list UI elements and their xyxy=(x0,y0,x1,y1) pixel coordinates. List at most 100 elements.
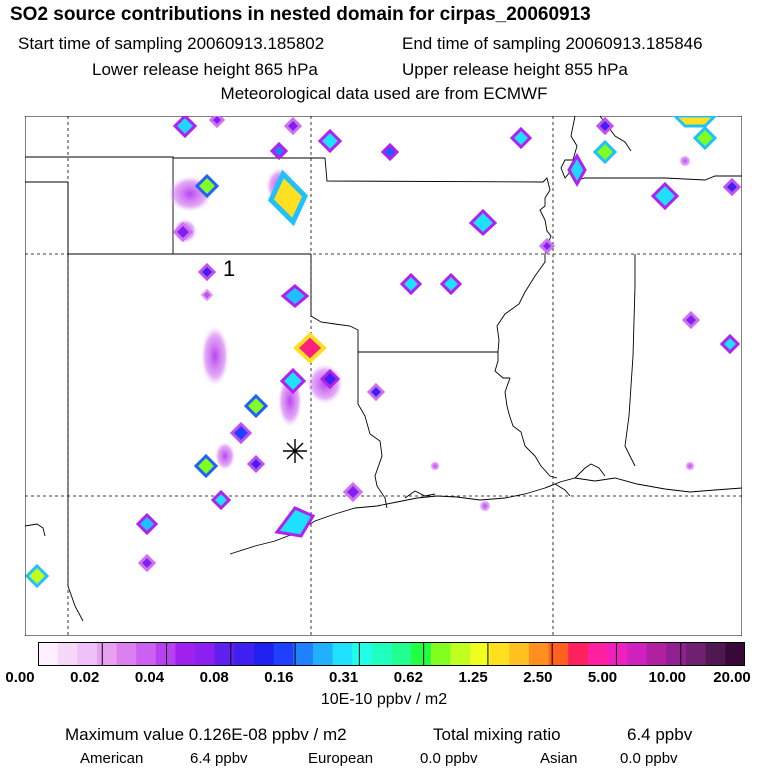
colorbar-swatch xyxy=(470,642,491,666)
release-site-marker xyxy=(283,439,307,463)
lower-release-label: Lower release height 865 hPa xyxy=(92,60,318,79)
total-mixing-value: 6.4 ppbv xyxy=(627,725,693,744)
colorbar-swatch xyxy=(411,642,432,666)
colorbar xyxy=(38,642,745,666)
colorbar-tick-label: 0.31 xyxy=(329,669,359,686)
colorbar-swatch xyxy=(155,642,176,666)
source-cell xyxy=(719,333,741,355)
source-cell xyxy=(592,139,618,165)
colorbar-swatch xyxy=(430,642,451,666)
source-cell xyxy=(439,272,463,296)
source-cell xyxy=(172,221,194,243)
source-cell xyxy=(137,553,157,573)
source-cell xyxy=(208,116,226,129)
colorbar-border xyxy=(38,642,745,666)
source-cell xyxy=(650,181,680,211)
plot-title: SO2 source contributions in nested domai… xyxy=(10,4,591,25)
asian-value: 0.0 ppbv xyxy=(620,750,678,767)
source-cell xyxy=(366,382,386,402)
colorbar-swatch xyxy=(509,642,530,666)
colorbar-swatch xyxy=(38,642,59,666)
source-cell xyxy=(246,454,266,474)
source-cell xyxy=(342,481,364,503)
source-cell xyxy=(672,116,718,128)
source-cell xyxy=(279,367,307,395)
source-cell xyxy=(243,393,269,419)
source-cell xyxy=(722,177,742,197)
source-cell xyxy=(319,368,341,390)
source-cell xyxy=(194,173,220,199)
colorbar-swatch xyxy=(96,642,118,666)
source-cell xyxy=(681,310,701,330)
american-label: American xyxy=(80,750,144,767)
colorbar-swatch xyxy=(273,642,294,666)
source-cell xyxy=(280,284,310,308)
colorbar-swatch xyxy=(627,642,648,666)
source-cell xyxy=(274,506,316,538)
colorbar-swatch xyxy=(293,642,314,666)
source-cell xyxy=(210,489,232,511)
upper-release-label: Upper release height 855 hPa xyxy=(402,60,628,79)
marker-label: 1 xyxy=(223,256,235,281)
colorbar-swatch xyxy=(332,642,353,666)
colorbar-tick-label: 0.08 xyxy=(199,669,229,686)
source-cell xyxy=(595,116,615,136)
end-time-label: End time of sampling 20060913.185846 xyxy=(402,34,703,53)
colorbar-swatch xyxy=(254,642,275,666)
colorbar-tick-label: 0.16 xyxy=(264,669,294,686)
colorbar-swatch xyxy=(528,642,550,666)
source-cell xyxy=(135,512,159,536)
colorbar-tick-label: 0.62 xyxy=(393,669,423,686)
colorbar-swatch xyxy=(234,642,255,666)
colorbar-swatch xyxy=(175,642,196,666)
european-value: 0.0 ppbv xyxy=(420,750,478,767)
colorbar-swatch xyxy=(725,642,745,666)
colorbar-swatch xyxy=(57,642,78,666)
colorbar-tick-label: 10.00 xyxy=(648,669,687,686)
colorbar-swatch xyxy=(77,642,98,666)
source-cell xyxy=(380,142,400,162)
colorbar-tick-label: 0.04 xyxy=(134,669,165,686)
colorbar-swatch xyxy=(214,642,235,666)
colorbar-swatch xyxy=(312,642,334,666)
total-mixing-label: Total mixing ratio xyxy=(433,725,561,744)
colorbar-swatch xyxy=(568,642,589,666)
source-cell xyxy=(283,116,303,136)
source-cell xyxy=(692,125,718,151)
source-cell xyxy=(509,126,533,150)
european-label: European xyxy=(308,750,374,767)
source-cell xyxy=(25,563,50,589)
source-cell xyxy=(229,421,253,445)
colorbar-swatch xyxy=(450,642,471,666)
source-cell xyxy=(193,453,219,479)
colorbar-swatch xyxy=(391,642,412,666)
asian-label: Asian xyxy=(540,750,578,767)
colorbar-tick-label: 1.25 xyxy=(458,669,488,686)
source-cell xyxy=(200,288,214,302)
colorbar-swatch xyxy=(136,642,157,666)
colorbar-tick-label: 2.50 xyxy=(523,669,553,686)
start-time-label: Start time of sampling 20060913.185802 xyxy=(18,34,325,53)
colorbar-unit: 10E-10 ppbv / m2 xyxy=(320,691,448,708)
colorbar-tick-label: 0.02 xyxy=(70,669,100,686)
colorbar-tick-label: 5.00 xyxy=(587,669,618,686)
source-cell xyxy=(399,272,423,296)
colorbar-swatch xyxy=(686,642,707,666)
american-value: 6.4 ppbv xyxy=(190,750,248,767)
colorbar-swatch xyxy=(607,642,628,666)
concentration-markers xyxy=(25,116,742,589)
colorbar-swatch xyxy=(195,642,216,666)
map-panel: 1 xyxy=(25,116,742,636)
colorbar-swatch xyxy=(548,642,569,666)
boundaries xyxy=(25,116,742,622)
colorbar-swatch xyxy=(489,642,510,666)
colorbar-swatch xyxy=(666,642,687,666)
colorbar-tick-label: 20.00 xyxy=(713,669,751,686)
colorbar-swatch xyxy=(371,642,392,666)
source-cell xyxy=(293,332,327,364)
source-cell xyxy=(269,141,289,161)
source-cell xyxy=(538,237,556,255)
source-cell xyxy=(267,169,309,227)
source-cell xyxy=(468,208,498,237)
source-cell xyxy=(567,152,587,188)
